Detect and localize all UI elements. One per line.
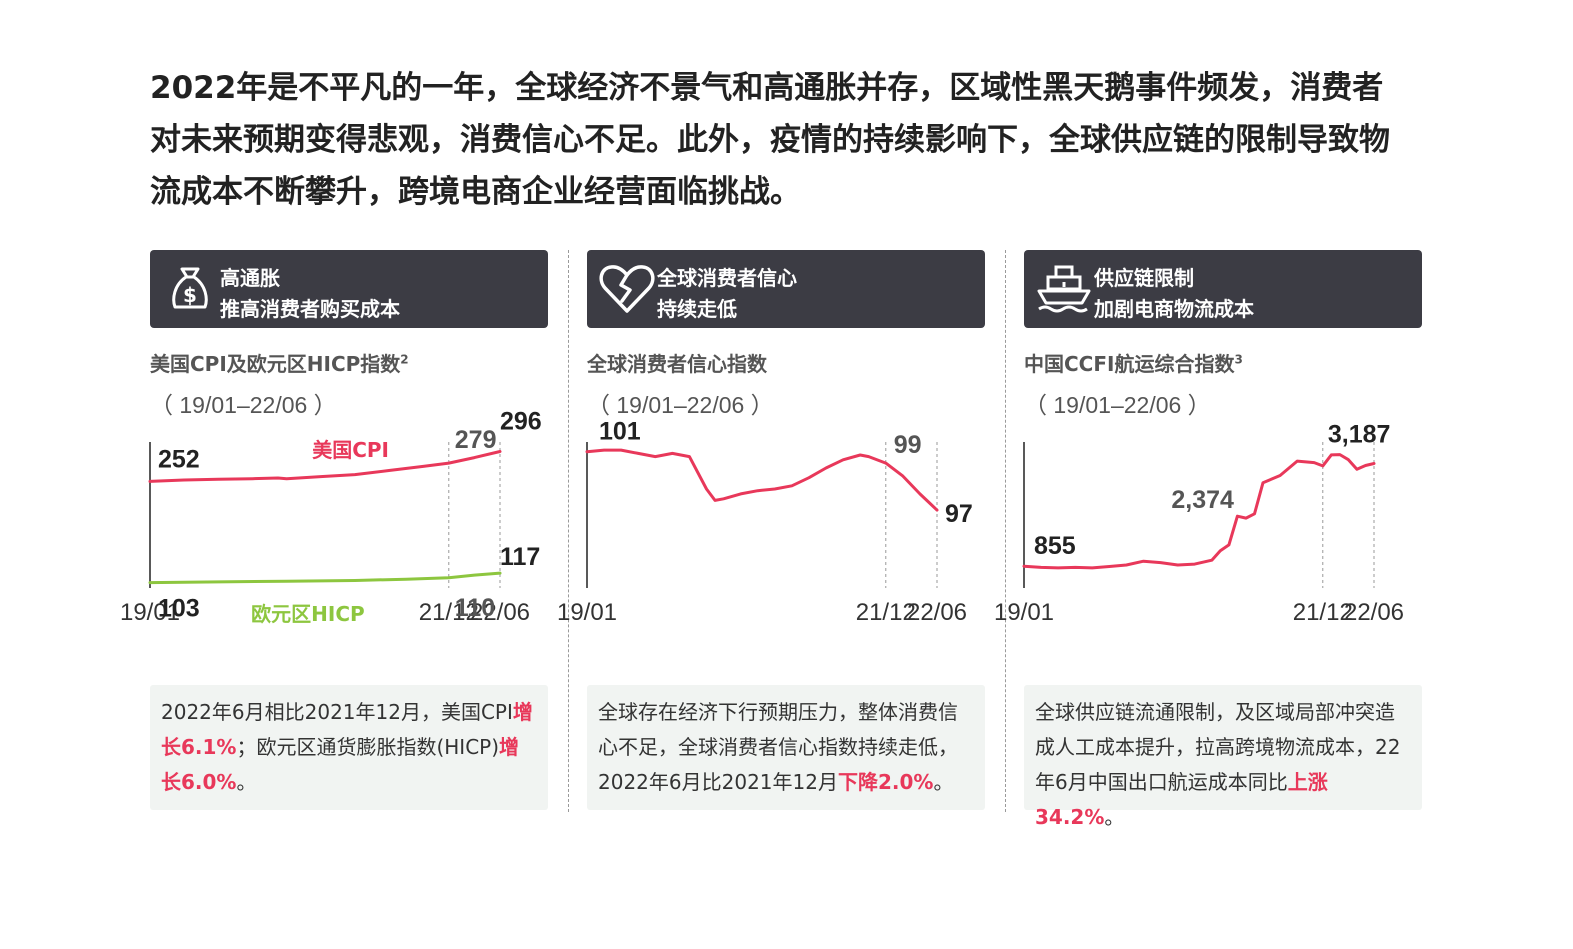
data-label: 97 xyxy=(945,500,973,528)
money-bag-icon: $ xyxy=(172,267,208,309)
x-tick-label: 19/01 xyxy=(994,599,1054,626)
data-label: 252 xyxy=(158,445,200,473)
series-line xyxy=(148,571,502,585)
header-title: 全球消费者信心 xyxy=(657,266,797,290)
data-label: 117 xyxy=(500,543,540,571)
x-tick-label: 19/01 xyxy=(557,599,617,626)
caption-box: 全球存在经济下行预期压力，整体消费信心不足，全球消费者信心指数持续走低，2022… xyxy=(587,685,985,810)
header-subtitle: 加剧电商物流成本 xyxy=(1094,297,1254,321)
x-tick-label: 21/12 xyxy=(419,599,479,626)
chart-title-text: 全球消费者信心指数 xyxy=(587,352,767,376)
panel-divider xyxy=(568,250,569,812)
x-tick-label: 22/06 xyxy=(1344,599,1404,626)
panel-supply-chain: 供应链限制 加剧电商物流成本 中国CCFI航运综合指数3 （ 19/01–22/… xyxy=(994,250,1422,829)
chart-range: （ 19/01–22/06 ） xyxy=(587,392,774,418)
series-name-label: 欧元区HICP xyxy=(251,602,365,626)
series-line xyxy=(585,448,939,512)
header-subtitle: 持续走低 xyxy=(657,297,737,321)
caption-box: 2022年6月相比2021年12月，美国CPI增长6.1%；欧元区通货膨胀指数(… xyxy=(150,685,548,810)
data-label: 99 xyxy=(894,431,922,459)
caption-highlight: 上涨34.2% xyxy=(1035,770,1328,829)
caption-text: ；欧元区通货膨胀指数(HICP) xyxy=(236,735,500,759)
data-label: 855 xyxy=(1034,532,1076,560)
chart-title-text: 中国CCFI航运综合指数 xyxy=(1024,352,1235,376)
chart-range: （ 19/01–22/06 ） xyxy=(150,392,337,418)
chart-title: 全球消费者信心指数 xyxy=(587,348,767,377)
x-tick-label: 21/12 xyxy=(1293,599,1353,626)
data-label: 3,187 xyxy=(1328,421,1391,449)
caption-highlight: 增长6.0% xyxy=(161,735,520,794)
caption-text: 。 xyxy=(933,770,954,794)
footnote-mark: 2 xyxy=(400,352,409,367)
data-label: 279 xyxy=(455,426,497,454)
series-line xyxy=(148,450,502,483)
caption-text: 。 xyxy=(236,770,257,794)
panel-divider xyxy=(1005,250,1006,812)
caption-highlight: 增长6.1% xyxy=(161,700,533,759)
x-tick-label: 22/06 xyxy=(470,599,530,626)
x-tick-label: 19/01 xyxy=(120,599,180,626)
cargo-ship-icon xyxy=(1037,265,1091,313)
series-name-label: 美国CPI xyxy=(312,438,389,462)
chart-title: 中国CCFI航运综合指数3 xyxy=(1024,348,1243,377)
data-label: 103 xyxy=(158,595,200,623)
caption-text: 全球存在经济下行预期压力，整体消费信心不足，全球消费者信心指数持续走低，2022… xyxy=(598,700,958,794)
data-label: 101 xyxy=(599,418,641,446)
panel-header: 全球消费者信心 持续走低 xyxy=(587,250,985,328)
data-label: 2,374 xyxy=(1171,486,1234,514)
intro-line: 流成本不断攀升，跨境电商企业经营面临挑战。 xyxy=(150,174,801,210)
panel-header: $ 高通胀 推高消费者购买成本 xyxy=(150,250,548,328)
chart-title: 美国CPI及欧元区HICP指数2 xyxy=(150,348,409,377)
panel-inflation: $ 高通胀 推高消费者购买成本 美国CPI及欧元区HICP指数2 （ 19/01… xyxy=(120,250,548,812)
panel-consumer-confidence: 全球消费者信心 持续走低 全球消费者信心指数 （ 19/01–22/06 ） 1… xyxy=(557,250,985,812)
caption-text: 。 xyxy=(1104,805,1125,829)
series-line xyxy=(1022,453,1376,570)
caption-box: 全球供应链流通限制，及区域局部冲突造成人工成本提升，拉高跨境物流成本，22年6月… xyxy=(1024,685,1422,829)
header-title: 高通胀 xyxy=(220,266,280,290)
caption-text: 全球供应链流通限制，及区域局部冲突造成人工成本提升，拉高跨境物流成本，22年6月… xyxy=(1035,700,1401,794)
svg-text:$: $ xyxy=(183,283,197,307)
intro-line: 对未来预期变得悲观，消费信心不足。此外，疫情的持续影响下，全球供应链的限制导致物 xyxy=(150,122,1390,158)
header-subtitle: 推高消费者购买成本 xyxy=(220,297,400,321)
chart-range: （ 19/01–22/06 ） xyxy=(1024,392,1211,418)
intro-paragraph: 2022年是不平凡的一年，全球经济不景气和高通胀并存，区域性黑天鹅事件频发，消费… xyxy=(150,62,1430,218)
broken-heart-icon xyxy=(599,265,655,313)
x-tick-label: 22/06 xyxy=(907,599,967,626)
chart-title-text: 美国CPI及欧元区HICP指数 xyxy=(150,352,401,376)
caption-highlight: 下降2.0% xyxy=(837,770,934,794)
panel-header: 供应链限制 加剧电商物流成本 xyxy=(1024,250,1422,328)
data-label: 110 xyxy=(455,594,495,622)
caption-text: 2022年6月相比2021年12月，美国CPI xyxy=(161,700,513,724)
data-label: 296 xyxy=(500,408,542,436)
intro-line: 2022年是不平凡的一年，全球经济不景气和高通胀并存，区域性黑天鹅事件频发，消费… xyxy=(150,70,1384,106)
footnote-mark: 3 xyxy=(1234,352,1243,367)
x-tick-label: 21/12 xyxy=(856,599,916,626)
header-title: 供应链限制 xyxy=(1094,266,1194,290)
